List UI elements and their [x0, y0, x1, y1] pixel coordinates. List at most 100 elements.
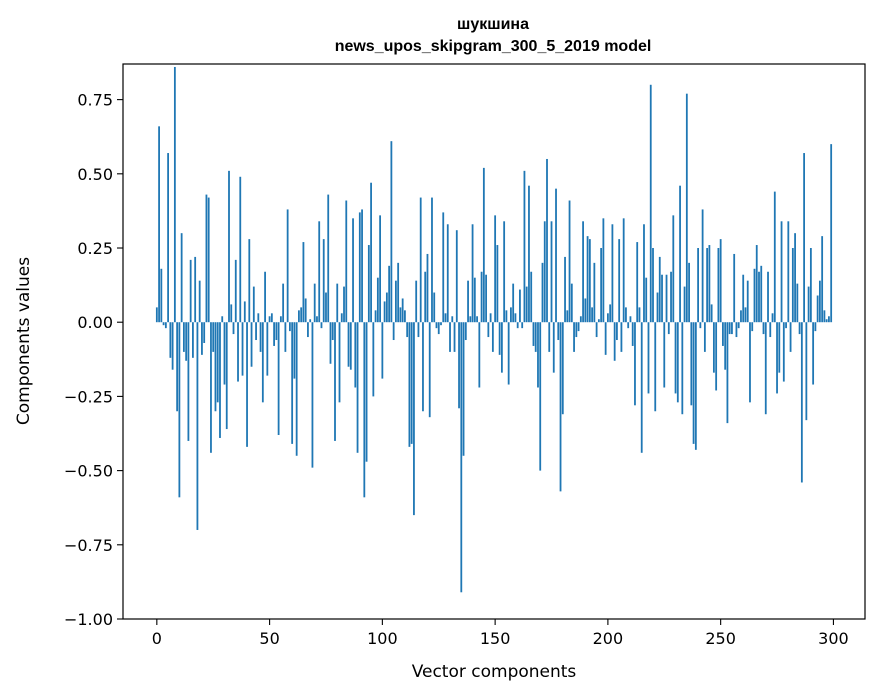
bar-component-224 — [661, 274, 663, 323]
bar-component-49 — [266, 322, 269, 376]
bar-component-21 — [203, 322, 206, 343]
bar-component-105 — [392, 322, 395, 341]
bar-component-263 — [749, 322, 751, 403]
bar-component-84 — [345, 200, 348, 323]
bar-component-286 — [800, 322, 803, 483]
bar-component-60 — [291, 322, 294, 444]
bar-component-267 — [758, 271, 760, 323]
bar-component-273 — [771, 313, 774, 323]
bar-component-160 — [516, 322, 519, 329]
bar-component-179 — [559, 322, 562, 492]
bar-component-124 — [435, 322, 438, 329]
y-tick-label: −0.50 — [64, 462, 113, 481]
bar-component-53 — [275, 322, 278, 341]
bar-component-147 — [487, 322, 490, 338]
bar-component-193 — [591, 307, 593, 323]
bar-component-69 — [311, 322, 314, 468]
bar-component-34 — [232, 322, 235, 335]
bar-component-17 — [194, 256, 197, 323]
bar-component-211 — [631, 322, 634, 346]
bar-component-243 — [703, 322, 706, 352]
bar-component-94 — [367, 245, 370, 323]
bar-component-22 — [205, 194, 208, 323]
bar-component-225 — [663, 322, 666, 388]
bar-component-50 — [268, 316, 271, 323]
bar-component-204 — [616, 322, 618, 341]
bar-component-234 — [683, 286, 686, 323]
bar-component-282 — [791, 248, 794, 323]
bar-component-256 — [733, 253, 736, 323]
bar-component-33 — [230, 304, 233, 323]
bar-component-219 — [649, 84, 652, 323]
bar-component-136 — [462, 322, 465, 456]
bar-component-274 — [773, 191, 776, 323]
plot-frame — [122, 63, 866, 620]
bar-component-95 — [370, 182, 372, 323]
bar-component-58 — [286, 209, 289, 323]
bar-component-172 — [543, 221, 546, 323]
bar-component-185 — [573, 322, 575, 352]
bar-component-237 — [690, 322, 693, 406]
bar-component-123 — [433, 292, 436, 323]
bar-component-125 — [437, 322, 440, 335]
bar-component-218 — [647, 322, 650, 394]
bar-component-52 — [273, 322, 275, 346]
bar-component-75 — [325, 292, 327, 323]
bar-component-154 — [503, 221, 506, 323]
x-tick-label: 0 — [152, 629, 162, 648]
bar-component-71 — [316, 316, 318, 323]
bar-component-188 — [579, 316, 582, 323]
bar-component-100 — [381, 322, 384, 379]
bar-component-141 — [473, 277, 476, 323]
bar-component-78 — [331, 322, 334, 341]
bar-component-65 — [302, 242, 305, 323]
bar-component-291 — [812, 322, 815, 385]
bar-component-223 — [658, 256, 661, 323]
bar-component-42 — [250, 322, 253, 367]
bar-component-277 — [780, 221, 783, 323]
bar-component-30 — [223, 322, 226, 385]
bar-component-157 — [510, 307, 512, 323]
bar-component-151 — [496, 245, 499, 323]
bar-component-272 — [769, 322, 772, 338]
bar-component-269 — [762, 322, 765, 335]
chart-subtitle: news_upos_skipgram_300_5_2019 model — [335, 38, 652, 55]
bar-component-195 — [595, 322, 598, 338]
bar-component-91 — [361, 209, 363, 323]
bar-component-155 — [505, 310, 508, 323]
bar-component-11 — [180, 233, 183, 323]
bar-component-163 — [523, 170, 526, 323]
y-axis-ticks: −1.00 −0.75 −0.50 −0.25 0.00 0.25 0.50 0.75 — [64, 91, 123, 629]
bar-component-93 — [365, 322, 368, 462]
bar-component-114 — [413, 322, 415, 516]
bar-component-168 — [534, 322, 537, 352]
bar-component-57 — [284, 322, 287, 352]
bar-component-120 — [426, 253, 429, 323]
bar-component-126 — [440, 322, 442, 326]
bar-component-164 — [525, 286, 528, 323]
bar-component-240 — [697, 248, 699, 323]
bar-component-275 — [776, 322, 778, 394]
bar-component-47 — [261, 322, 264, 403]
bar-component-19 — [198, 280, 201, 323]
bar-component-110 — [404, 310, 406, 323]
bar-component-38 — [241, 322, 244, 376]
bar-component-134 — [458, 322, 460, 409]
bar-component-197 — [600, 248, 603, 323]
bar-component-29 — [221, 316, 224, 323]
bar-component-122 — [431, 197, 433, 323]
x-tick-label: 300 — [818, 629, 849, 648]
bar-component-216 — [643, 224, 645, 323]
bar-component-252 — [724, 322, 727, 370]
bar-component-265 — [753, 268, 756, 323]
bar-component-92 — [363, 322, 366, 498]
bar-component-208 — [625, 307, 627, 323]
bar-component-59 — [288, 322, 291, 332]
bar-component-87 — [352, 218, 354, 323]
bar-component-226 — [665, 274, 668, 323]
bar-component-186 — [575, 322, 578, 338]
bar-component-262 — [746, 280, 749, 323]
bar-component-238 — [692, 322, 695, 444]
bar-component-40 — [246, 322, 248, 447]
bar-component-138 — [467, 280, 469, 323]
